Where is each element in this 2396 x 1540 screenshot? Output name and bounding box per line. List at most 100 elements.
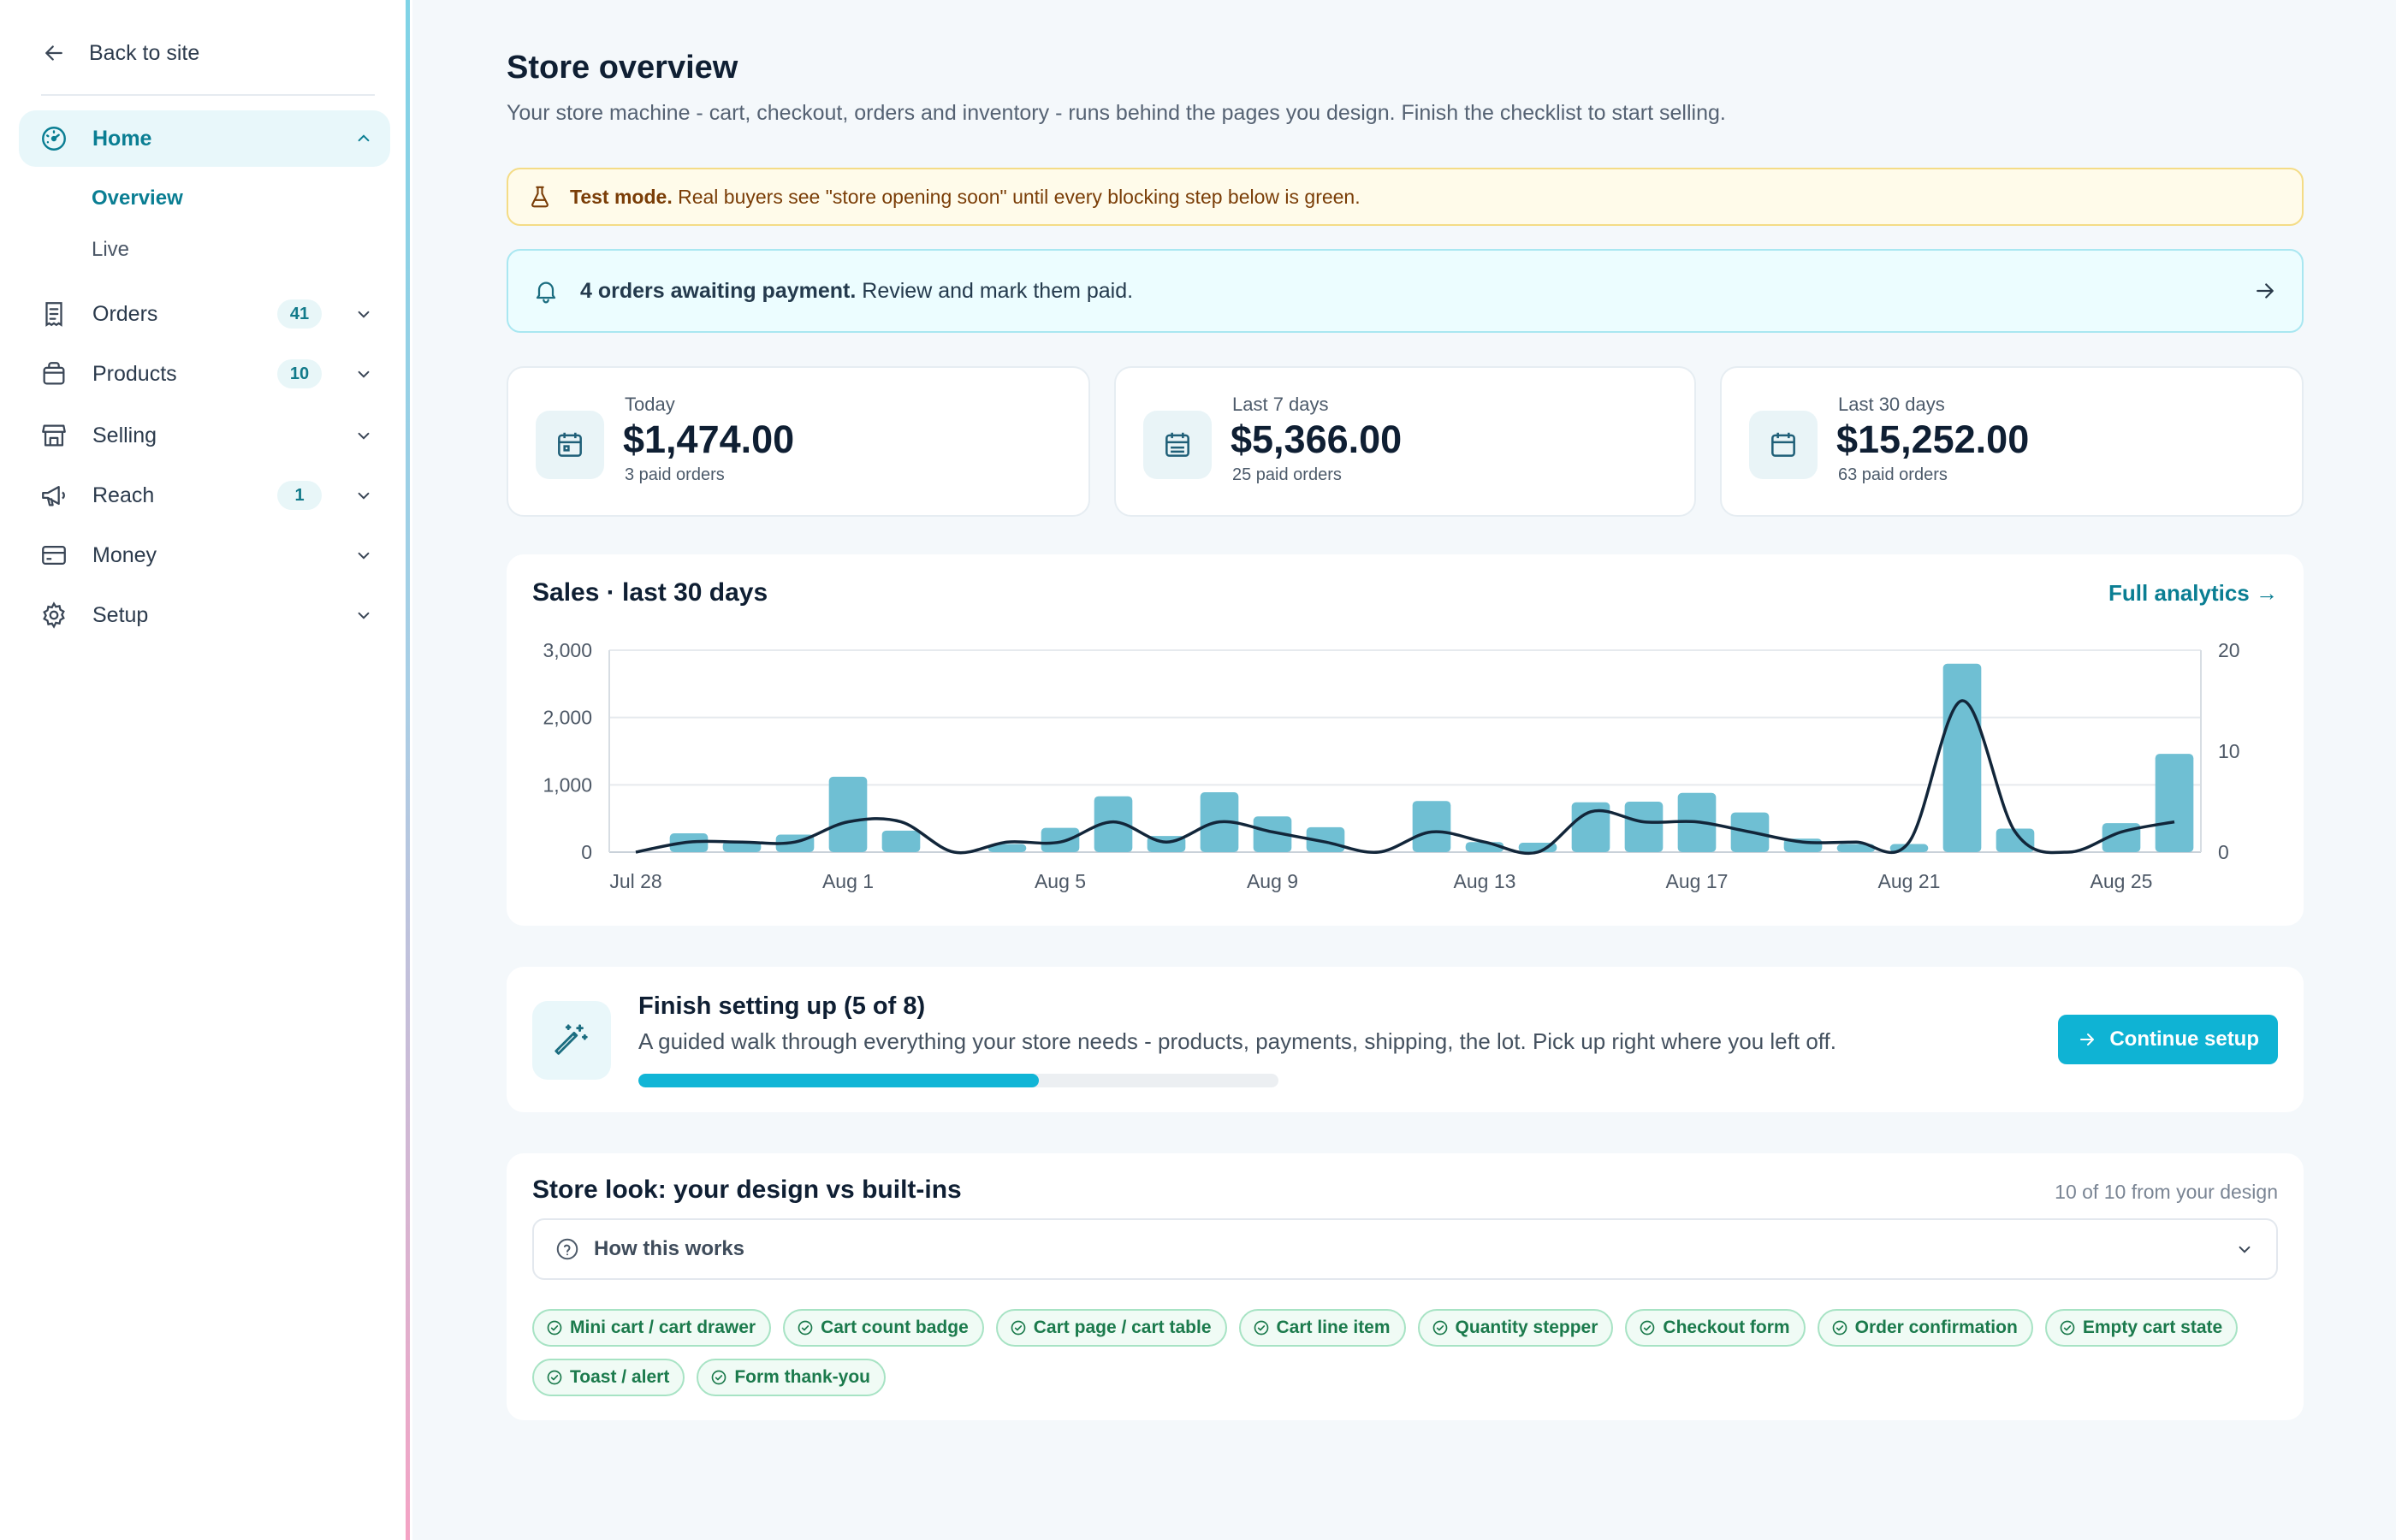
component-chip: Toast / alert [532, 1359, 685, 1396]
sidebar-item-selling[interactable]: Selling [19, 407, 390, 464]
how-this-works-accordion[interactable]: How this works [532, 1218, 2278, 1280]
sidebar-item-label: Selling [92, 423, 157, 447]
chevron-down-icon [358, 612, 370, 619]
sales-bar [1836, 844, 1876, 852]
component-chip: Cart page / cart table [995, 1309, 1227, 1347]
setup-progress-fill [638, 1074, 1039, 1087]
component-chip-list: Mini cart / cart drawer Cart count badge C… [532, 1309, 2286, 1396]
bell-icon [536, 281, 556, 304]
sales-chart-card: 3,000 2,000 1,000 0 20 10 0 Jul 28 Aug 1 Aug 5 Aug… [507, 554, 2304, 926]
store-look-title: Store look: your design vs built-ins [532, 1176, 962, 1204]
continue-setup-button[interactable]: Continue setup [2058, 1015, 2278, 1064]
sidebar-edge-gradient [406, 0, 410, 1540]
back-to-site-label: Back to site [89, 40, 200, 65]
component-chip-label: Cart page / cart table [1033, 1318, 1212, 1337]
sales-bar [2155, 754, 2194, 852]
check-circle-icon [1011, 1320, 1026, 1336]
sales-bar [1412, 801, 1451, 852]
sidebar-item-home[interactable]: Home [19, 110, 390, 167]
component-chip: Mini cart / cart drawer [532, 1309, 772, 1347]
chevron-up-icon [358, 134, 370, 142]
kpi-sub: 63 paid orders [1838, 465, 1948, 484]
reach-count-badge: 1 [277, 481, 322, 510]
y-left-tick-label: 2,000 [543, 707, 592, 729]
sidebar-subitem-live[interactable]: Live [92, 238, 130, 261]
question-circle-icon [556, 1238, 578, 1260]
kpi-label: Today [625, 394, 675, 415]
check-circle-icon [798, 1320, 813, 1336]
y-left-tick-label: 1,000 [543, 773, 592, 796]
check-circle-icon [547, 1320, 562, 1336]
x-tick-label: Aug 5 [1035, 870, 1086, 892]
y-right-tick-label: 10 [2218, 740, 2240, 762]
continue-setup-label: Continue setup [2109, 1028, 2259, 1051]
sidebar-item-reach[interactable]: Reach 1 [19, 467, 390, 524]
test-mode-banner: Test mode. Real buyers see "store openin… [507, 168, 2304, 226]
calendar-month-icon [1749, 411, 1818, 479]
sidebar-item-orders[interactable]: Orders 41 [19, 286, 390, 342]
full-analytics-link[interactable]: Full analytics → [2108, 580, 2278, 606]
arrow-left-icon [45, 45, 62, 61]
awaiting-payment-text: Review and mark them paid. [856, 278, 1134, 303]
y-right-tick-label: 20 [2218, 639, 2240, 661]
sidebar-item-label: Setup [92, 602, 149, 627]
orders-line [635, 699, 2175, 856]
gear-icon [39, 601, 68, 630]
x-tick-label: Aug 17 [1666, 870, 1729, 892]
chevron-down-icon [358, 492, 370, 500]
test-mode-text: Real buyers see "store opening soon" unt… [672, 185, 1361, 208]
kpi-sub: 25 paid orders [1232, 465, 1342, 484]
component-chip-label: Empty cart state [2082, 1318, 2223, 1337]
calendar-icon [536, 411, 604, 479]
check-circle-icon [2060, 1320, 2075, 1336]
kpi-sub: 3 paid orders [625, 465, 725, 484]
setup-title: Finish setting up (5 of 8) [638, 992, 926, 1020]
setup-progress-bar [638, 1074, 1278, 1087]
sidebar-item-setup[interactable]: Setup [19, 587, 390, 643]
kpi-card-today: Today $1,474.00 3 paid orders [507, 366, 1090, 517]
calendar-week-icon [1143, 411, 1212, 479]
chart-title: Sales · last 30 days [532, 578, 768, 607]
component-chip-label: Quantity stepper [1455, 1318, 1598, 1337]
y-right-tick-label: 0 [2218, 841, 2229, 863]
component-chip: Empty cart state [2044, 1309, 2239, 1347]
component-chip: Quantity stepper [1417, 1309, 1614, 1347]
sales-bar [722, 841, 762, 852]
sidebar-item-products[interactable]: Products 10 [19, 346, 390, 402]
chevron-down-icon [2239, 1246, 2251, 1253]
awaiting-payment-banner[interactable]: 4 orders awaiting payment. Review and ma… [507, 249, 2304, 333]
arrow-right-icon [2080, 1034, 2095, 1045]
sidebar-item-money[interactable]: Money [19, 527, 390, 583]
page-subtitle: Your store machine - cart, checkout, ord… [507, 101, 1726, 125]
sales-bar [1571, 802, 1610, 852]
arrow-right-icon [2257, 283, 2274, 299]
x-tick-label: Aug 21 [1878, 870, 1941, 892]
check-circle-icon [1432, 1320, 1447, 1336]
credit-card-icon [39, 541, 68, 570]
y-left-tick-label: 0 [581, 841, 592, 863]
sales-bar [1306, 826, 1345, 852]
dashboard-icon [39, 124, 68, 153]
sales-bar [881, 830, 921, 852]
box-icon [39, 359, 68, 388]
component-chip: Order confirmation [1817, 1309, 2033, 1347]
sales-bar [1518, 842, 1557, 852]
magic-wand-icon [532, 1001, 611, 1080]
awaiting-payment-strong: 4 orders awaiting payment. [580, 278, 857, 303]
orders-count-badge: 41 [277, 299, 322, 329]
flask-icon [531, 186, 549, 208]
component-chip-label: Toast / alert [570, 1367, 670, 1387]
sidebar-subitem-overview[interactable]: Overview [92, 187, 183, 210]
chevron-down-icon [358, 370, 370, 378]
sidebar-item-label: Products [92, 361, 177, 386]
sidebar-item-label: Orders [92, 301, 158, 326]
sidebar-item-label: Home [92, 126, 152, 151]
megaphone-icon [39, 481, 68, 510]
kpi-value: $15,252.00 [1836, 418, 2030, 461]
receipt-icon [39, 299, 68, 329]
component-chip: Checkout form [1625, 1309, 1806, 1347]
test-mode-strong: Test mode. [570, 185, 673, 208]
kpi-label: Last 7 days [1232, 394, 1329, 415]
sales-chart: 3,000 2,000 1,000 0 20 10 0 Jul 28 Aug 1 Aug 5 Aug… [543, 639, 2240, 892]
back-to-site-link[interactable]: Back to site [41, 34, 199, 72]
